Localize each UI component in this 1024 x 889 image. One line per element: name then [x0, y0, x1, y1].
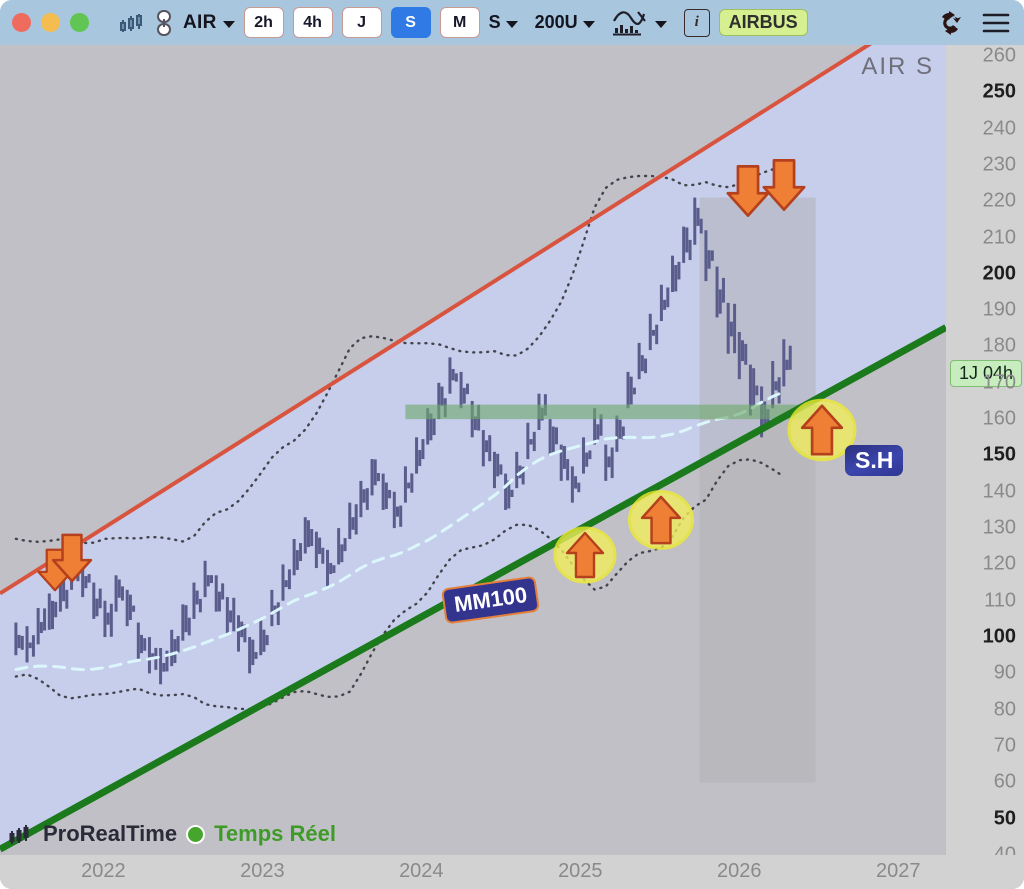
bars-count-value: 200U — [534, 12, 578, 32]
candlestick-icon[interactable] — [119, 10, 145, 36]
timeframe-4h[interactable]: 4h — [292, 7, 333, 38]
price-tick: 70 — [993, 734, 1016, 757]
buy-arrow-icon — [640, 495, 682, 545]
price-tick: 90 — [993, 661, 1016, 684]
price-tick: 100 — [982, 625, 1016, 648]
prorealtime-watermark: ProRealTime Temps Réel — [8, 821, 336, 847]
sell-arrow-marker[interactable] — [762, 159, 806, 211]
buy-arrow-icon — [800, 404, 844, 456]
price-tick: 80 — [993, 698, 1016, 721]
price-tick: 220 — [982, 189, 1016, 212]
link-icon[interactable] — [154, 9, 174, 37]
timeframe-s[interactable]: S — [390, 7, 431, 38]
current-time-tag: 1J 04h — [950, 359, 1022, 387]
top-toolbar: AIR 2h 4h J S M S 200U — [0, 0, 1024, 45]
chart-canvas[interactable]: AIR S MM100 S.H ProRealTime Temps Réel — [0, 0, 948, 855]
info-icon[interactable]: i — [683, 8, 710, 37]
price-tick: 50 — [993, 807, 1016, 830]
bars-count-select[interactable]: 200U — [535, 12, 595, 33]
time-tick: 2022 — [81, 860, 126, 882]
price-tick: 60 — [993, 770, 1016, 793]
price-tick: 120 — [982, 552, 1016, 575]
chart-watermark: AIR S — [861, 53, 934, 80]
price-tick: 130 — [982, 516, 1016, 539]
support-zone-band[interactable] — [405, 404, 827, 420]
price-tick: 240 — [982, 117, 1016, 140]
close-button[interactable] — [12, 13, 31, 32]
toolbar-right-group — [936, 9, 1024, 37]
sell-arrow-marker[interactable] — [51, 533, 93, 583]
window-controls — [0, 13, 89, 32]
price-tick: 210 — [982, 226, 1016, 248]
sell-arrow-icon — [51, 533, 93, 583]
price-tick: 180 — [982, 334, 1016, 357]
price-tick: 190 — [982, 298, 1016, 321]
timeframe-2h[interactable]: 2h — [243, 7, 284, 38]
time-tick: 2023 — [240, 860, 285, 882]
sell-arrow-icon — [762, 159, 806, 211]
chevron-down-icon — [582, 20, 595, 28]
unit-select-value: S — [488, 12, 501, 32]
prorealtime-brand: ProRealTime — [43, 821, 178, 846]
price-tick: 140 — [982, 480, 1016, 503]
sell-arrow-icon — [726, 165, 770, 217]
time-tick: 2027 — [876, 860, 921, 882]
price-chart[interactable] — [0, 0, 948, 855]
buy-arrow-marker[interactable] — [628, 490, 694, 550]
time-tick: 2025 — [558, 860, 603, 882]
sell-arrow-marker[interactable] — [726, 165, 770, 217]
indicator-curve-icon[interactable] — [612, 8, 646, 38]
realtime-status-dot — [186, 824, 206, 844]
price-tick: 250 — [982, 80, 1016, 103]
symbol-selector[interactable]: AIR — [183, 12, 235, 34]
realtime-status-label: Temps Réel — [214, 821, 336, 846]
time-tick: 2024 — [399, 860, 444, 882]
price-tick: 170 — [982, 371, 1016, 394]
hamburger-menu-icon[interactable] — [982, 12, 1010, 34]
symbol-label: AIR — [183, 11, 217, 33]
toolbar-main-group: AIR 2h 4h J S M S 200U — [119, 7, 808, 38]
chevron-down-icon[interactable] — [654, 20, 667, 28]
refresh-icon[interactable] — [936, 9, 964, 37]
instrument-badge[interactable]: AIRBUS — [718, 9, 808, 36]
minimize-button[interactable] — [41, 13, 60, 32]
sh-label[interactable]: S.H — [845, 445, 904, 476]
chevron-down-icon — [222, 20, 235, 28]
price-tick: 230 — [982, 153, 1016, 176]
price-tick: 110 — [984, 589, 1016, 612]
mm100-line — [14, 390, 786, 672]
timeframe-j[interactable]: J — [341, 7, 382, 38]
price-axis[interactable]: 1J 04h 260 250 240 230 220 210 200 190 180 170 160… — [946, 44, 1024, 866]
buy-arrow-marker[interactable] — [787, 398, 857, 462]
chevron-down-icon — [505, 20, 518, 28]
price-tick: 150 — [982, 443, 1016, 466]
maximize-button[interactable] — [70, 13, 89, 32]
price-tick: 160 — [982, 407, 1016, 430]
unit-select[interactable]: S — [489, 12, 518, 33]
buy-arrow-marker[interactable] — [553, 526, 617, 584]
time-tick: 2026 — [717, 860, 762, 882]
buy-arrow-icon — [565, 531, 605, 579]
resistance-trendline[interactable] — [0, 0, 946, 596]
timeframe-m[interactable]: M — [439, 7, 480, 38]
price-tick: 200 — [982, 262, 1016, 285]
time-axis[interactable]: 2022 2023 2024 2025 2026 2027 — [0, 855, 1024, 889]
price-tick: 260 — [982, 44, 1016, 67]
candlestick-icon — [9, 825, 29, 844]
